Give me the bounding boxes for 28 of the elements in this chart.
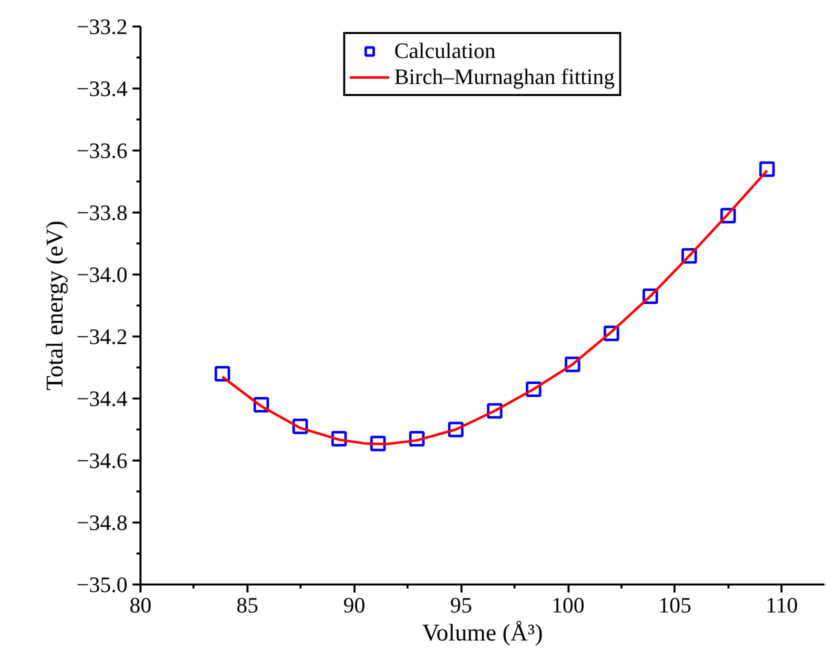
x-tick-label: 105 — [658, 592, 692, 618]
y-tick-label: −34.8 — [76, 510, 128, 535]
y-tick-label: −34.0 — [76, 262, 128, 287]
y-tick-label: −34.6 — [76, 448, 128, 473]
y-tick-label: −33.2 — [76, 14, 128, 39]
x-tick-label: 95 — [450, 592, 472, 618]
point — [331, 431, 347, 447]
x-tick-label: 90 — [343, 592, 366, 618]
point — [448, 422, 464, 438]
point — [759, 161, 775, 177]
y-tick-label: −34.4 — [76, 386, 128, 411]
point — [409, 431, 425, 447]
point — [486, 403, 502, 419]
x-tick-label: 80 — [130, 592, 152, 618]
point — [370, 436, 386, 452]
y-tick-label: −35.0 — [76, 572, 128, 597]
legend-label: Birch–Murnaghan fitting — [394, 64, 615, 90]
y-tick-label: −33.4 — [76, 76, 128, 101]
y-tick-label: −33.6 — [76, 138, 128, 163]
legend-label: Calculation — [394, 38, 496, 64]
y-tick-label: −34.2 — [76, 324, 128, 349]
y-tick-label: −33.8 — [76, 200, 128, 225]
x-axis-title: Volume (Å³) — [422, 620, 543, 646]
x-tick-label: 100 — [552, 592, 584, 618]
y-axis-title: Total energy (eV) — [42, 220, 69, 390]
x-tick-label: 85 — [236, 592, 258, 618]
point — [214, 366, 230, 382]
x-tick-label: 110 — [766, 592, 798, 618]
